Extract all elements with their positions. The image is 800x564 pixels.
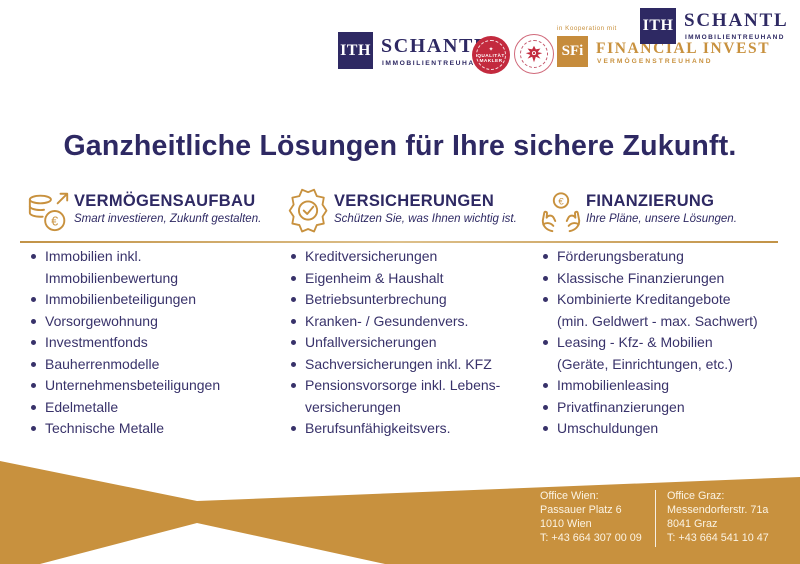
svg-text:€: €: [558, 196, 564, 207]
list-item: Pensionsvorsorge inkl. Lebens- versicher…: [284, 375, 536, 418]
list-item: Kranken- / Gesundenvers.: [284, 311, 536, 333]
financial-invest-wordmark: FINANCIAL INVEST: [596, 40, 771, 57]
office-city: 1010 Wien: [540, 518, 592, 530]
office-phone: T: +43 664 307 00 09: [540, 532, 642, 544]
footer-divider-line: [655, 490, 656, 547]
cooperation-note: in Kooperation mit: [557, 25, 617, 32]
list-item: Investmentfonds: [24, 332, 276, 354]
list-item: Immobilienleasing: [536, 375, 788, 397]
column-title: VERSICHERUNGEN: [334, 192, 495, 210]
list-item: Unfallversicherungen: [284, 332, 536, 354]
office-city: 8041 Graz: [667, 518, 718, 530]
list-item: Betriebsunterbrechung: [284, 289, 536, 311]
gold-divider-line: [20, 241, 778, 243]
column-subtitle: Ihre Pläne, unsere Lösungen.: [586, 213, 737, 225]
office-title: Office Wien:: [540, 490, 599, 502]
list-item: Kombinierte Kreditangebote (min. Geldwer…: [536, 289, 788, 332]
column-subtitle: Schützen Sie, was Ihnen wichtig ist.: [334, 213, 517, 225]
seal-line1: QUALITÄT: [477, 53, 505, 59]
list-item: Technische Metalle: [24, 418, 276, 440]
schantl-wordmark: SCHANTL: [381, 35, 489, 57]
austrian-eagle-seal-icon: [514, 34, 554, 74]
list-item: Vorsorgewohnung: [24, 311, 276, 333]
column-subtitle: Smart investieren, Zukunft gestalten.: [74, 213, 262, 225]
list-item: Klassische Finanzierungen: [536, 268, 788, 290]
office-address: Messendorferstr. 71a: [667, 504, 769, 516]
corner-schantl-wordmark: SCHANTL: [684, 10, 789, 31]
list-item: Förderungsberatung: [536, 246, 788, 268]
schantl-tagline: IMMOBILIENTREUHAND: [382, 60, 488, 67]
list-item: Umschuldungen: [536, 418, 788, 440]
list-item: Sachversicherungen inkl. KFZ: [284, 354, 536, 376]
coins-euro-growth-icon: €: [28, 192, 69, 232]
list-item: Berufsunfähigkeitsvers.: [284, 418, 536, 440]
list-item: Kreditversicherungen: [284, 246, 536, 268]
svg-text:€: €: [51, 214, 58, 228]
list-item: Immobilienbeteiligungen: [24, 289, 276, 311]
corner-schantl-tagline: IMMOBILIENTREUHAND: [685, 34, 785, 41]
seal-star-icon: ✦: [488, 46, 494, 53]
office-address: Passauer Platz 6: [540, 504, 622, 516]
list-item: Privatfinanzierungen: [536, 397, 788, 419]
office-phone: T: +43 664 541 10 47: [667, 532, 769, 544]
ith-logo-text: ITH: [340, 41, 371, 59]
office-graz-contact: Office Graz: Messendorferstr. 71a 8041 G…: [667, 489, 769, 545]
sfi-logo-mark: SFi: [557, 36, 588, 67]
corner-ith-logo-text: ITH: [642, 17, 674, 34]
page-title: Ganzheitliche Lösungen für Ihre sichere …: [63, 130, 737, 162]
list-item: Immobilien inkl. Immobilienbewertung: [24, 246, 276, 289]
corner-ith-logo-mark: ITH: [640, 8, 676, 44]
quality-makler-seal-icon: ✦ QUALITÄT MAKLER: [472, 36, 510, 74]
finanzierung-list: Förderungsberatung Klassische Finanzieru…: [536, 246, 788, 440]
financial-invest-tagline: VERMÖGENSTREUHAND: [597, 58, 713, 65]
list-item: Edelmetalle: [24, 397, 276, 419]
vermoegensaufbau-list: Immobilien inkl. Immobilienbewertung Imm…: [24, 246, 276, 440]
list-item: Leasing - Kfz- & Mobilien (Geräte, Einri…: [536, 332, 788, 375]
list-item: Unternehmensbeteiligungen: [24, 375, 276, 397]
ith-logo-mark: ITH: [338, 32, 373, 69]
shield-check-icon: [288, 188, 328, 233]
hands-coin-icon: €: [541, 192, 581, 233]
office-title: Office Graz:: [667, 490, 725, 502]
sfi-logo-text: SFi: [561, 43, 584, 59]
list-item: Bauherrenmodelle: [24, 354, 276, 376]
column-title: FINANZIERUNG: [586, 192, 715, 210]
seal-line2: MAKLER: [479, 58, 503, 64]
office-wien-contact: Office Wien: Passauer Platz 6 1010 Wien …: [540, 489, 642, 545]
versicherungen-list: Kreditversicherungen Eigenheim & Haushal…: [284, 246, 536, 440]
seal-ring: [520, 40, 548, 68]
list-item: Eigenheim & Haushalt: [284, 268, 536, 290]
column-title: VERMÖGENSAUFBAU: [74, 192, 256, 210]
